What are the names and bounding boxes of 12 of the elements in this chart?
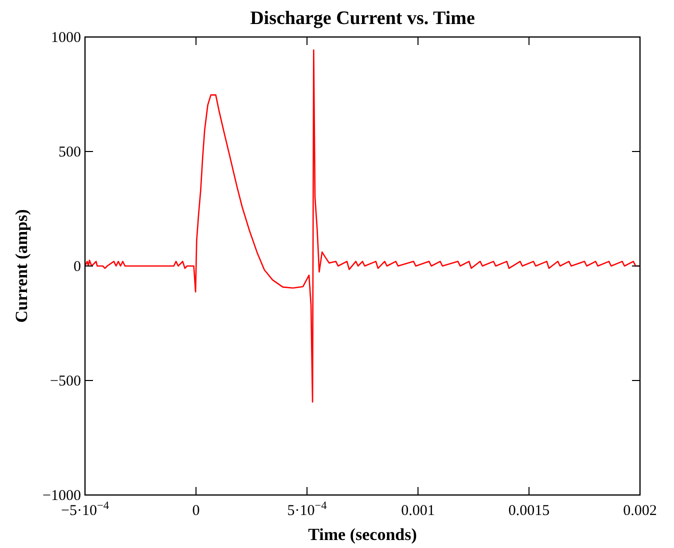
chart-title: Discharge Current vs. Time xyxy=(250,8,475,29)
y-tick-label: 500 xyxy=(58,144,81,160)
x-tick-label: 0.001 xyxy=(401,503,435,519)
y-tick-label: 1000 xyxy=(51,30,81,46)
x-tick-label: 5·10$^{−4}$ xyxy=(287,500,328,519)
x-axis-title: Time (seconds) xyxy=(308,525,417,544)
x-tick-label: 0.0015 xyxy=(508,503,550,519)
y-tick-label: −500 xyxy=(50,374,81,390)
x-tick-label: 0 xyxy=(192,503,200,519)
y-tick-label: 0 xyxy=(74,259,81,275)
x-tick-label: 0.002 xyxy=(623,503,657,519)
y-axis-title: Current (amps) xyxy=(12,209,31,323)
